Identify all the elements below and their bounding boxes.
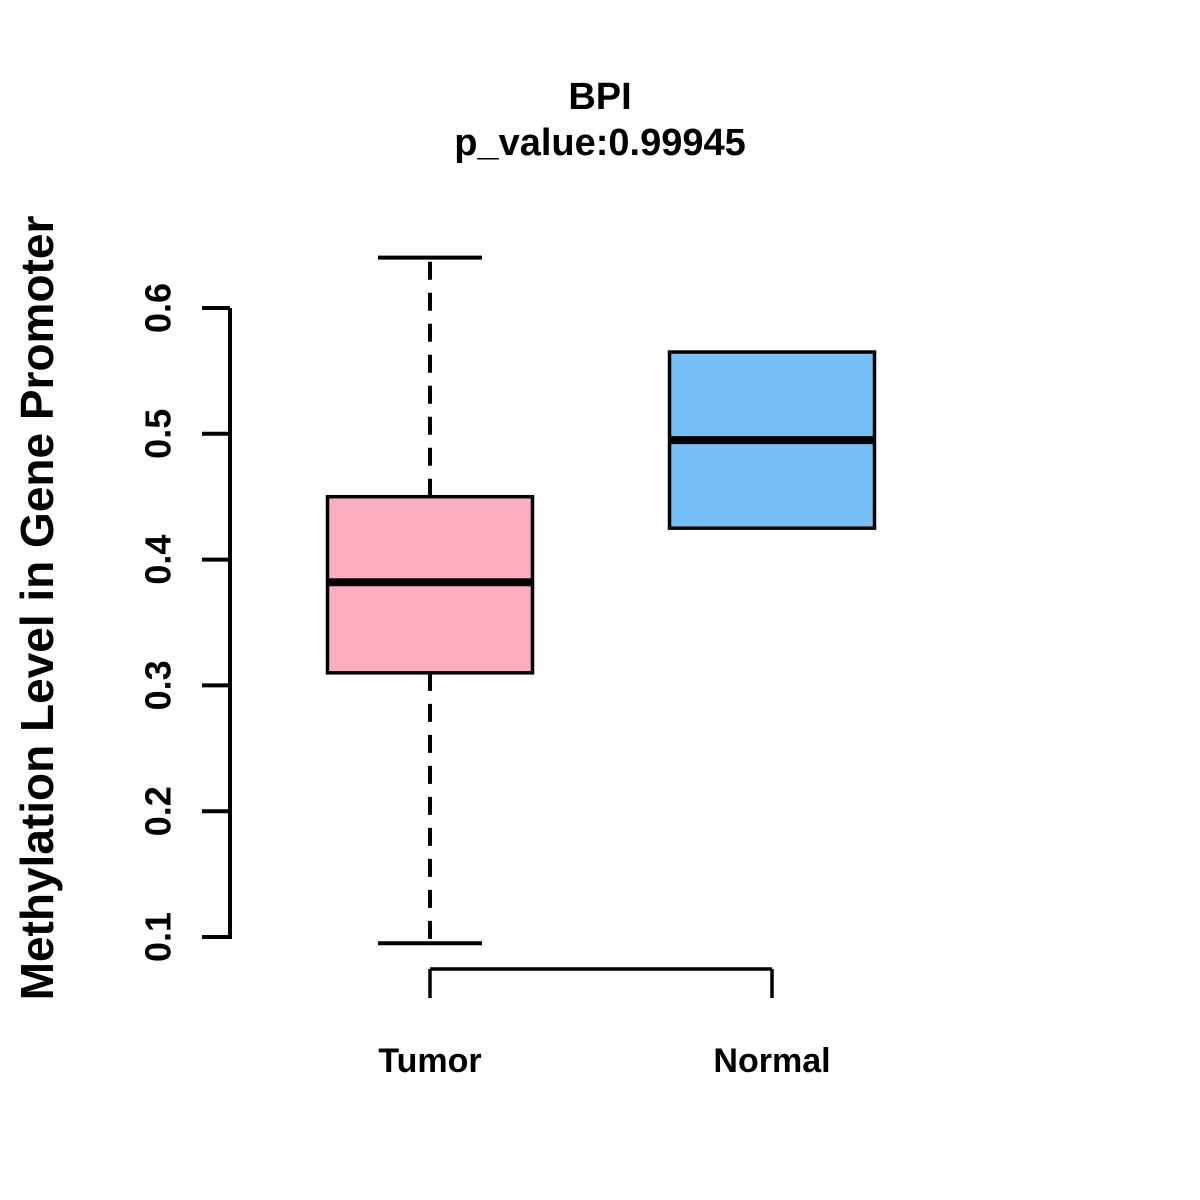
chart-subtitle: p_value:0.99945 [454,122,746,164]
y-axis-tick-label: 0.4 [138,535,179,585]
y-axis-tick-label: 0.2 [138,786,179,836]
category-label-normal: Normal [713,1042,830,1080]
y-axis-title: Methylation Level in Gene Promoter [11,216,63,1001]
chart-title: BPI [568,76,631,118]
y-axis-tick-label: 0.3 [138,660,179,710]
plot-elements: 0.1 0.2 0.3 0.4 0.5 0.6 Tumor Normal [138,255,877,1080]
y-axis-tick-label: 0.6 [138,283,179,333]
category-label-tumor: Tumor [378,1042,481,1080]
y-axis-tick-label: 0.5 [138,409,179,459]
y-axis-tick-label: 0.1 [138,912,179,962]
